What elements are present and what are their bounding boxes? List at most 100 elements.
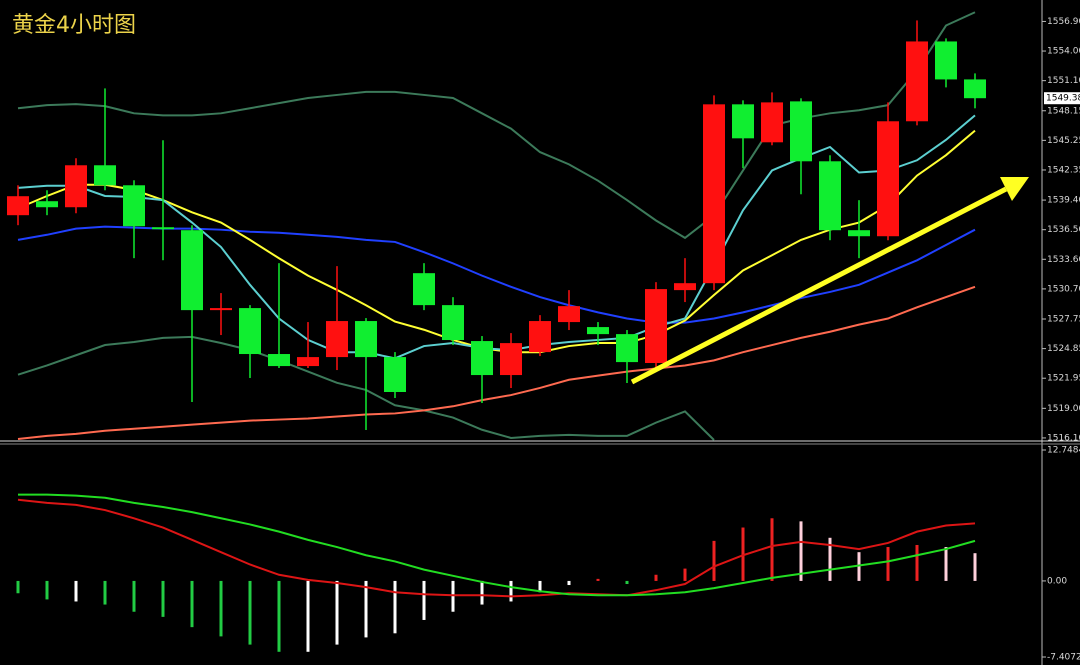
- histogram-bar: [161, 580, 165, 617]
- histogram-bar: [712, 540, 716, 581]
- y-tick-label: 12.7484: [1047, 446, 1080, 456]
- histogram-bar: [190, 580, 194, 628]
- candle-body: [848, 230, 870, 237]
- histogram-bar: [422, 580, 426, 620]
- candle-body: [384, 357, 406, 392]
- y-tick-label: 1519.00: [1047, 404, 1080, 414]
- candle-body: [500, 343, 522, 376]
- y-tick-label: 1521.95: [1047, 374, 1080, 384]
- trend-arrow-shaft: [630, 186, 1008, 385]
- histogram-bar: [973, 553, 977, 581]
- histogram-bar: [393, 580, 397, 634]
- candle-body: [790, 101, 812, 162]
- candle-body: [674, 283, 696, 291]
- histogram-bar: [683, 568, 687, 581]
- last-price-label: 1549.38: [1046, 94, 1080, 104]
- candle-body: [587, 327, 609, 335]
- candle-body: [239, 308, 261, 355]
- candle-body: [645, 289, 667, 364]
- candle-body: [616, 334, 638, 363]
- candle-body: [935, 41, 957, 80]
- histogram-bar: [335, 580, 339, 645]
- plot-layer: 1516.10 1519.00 1521.95 1524.85 1527.75 1530.…: [7, 11, 1080, 663]
- histogram-bar: [45, 580, 49, 600]
- histogram-bar: [219, 580, 223, 637]
- histogram-bar: [480, 580, 484, 605]
- candle-body: [355, 321, 377, 358]
- candle-body: [210, 308, 232, 311]
- histogram-bar: [103, 580, 107, 605]
- indicator-line: [17, 11, 976, 240]
- candle-body: [558, 306, 580, 323]
- candle-body: [36, 201, 58, 208]
- histogram-bar: [625, 580, 629, 585]
- histogram-bar: [16, 580, 20, 594]
- candle-body: [529, 321, 551, 353]
- candle-body: [297, 357, 319, 367]
- y-tick-label: -7.4072: [1047, 653, 1080, 663]
- candle-body: [877, 121, 899, 237]
- candle-body: [703, 104, 725, 284]
- histogram-bar: [915, 544, 919, 581]
- y-tick-label: 1524.85: [1047, 344, 1080, 354]
- histogram-bar: [248, 580, 252, 645]
- indicator-line: [17, 129, 976, 354]
- histogram-bar: [277, 580, 281, 652]
- histogram-bar: [509, 580, 513, 602]
- trend-arrow: [630, 177, 1029, 385]
- candle-body: [268, 354, 290, 367]
- y-tick-label: 1539.40: [1047, 196, 1080, 206]
- y-tick-label: 0.00: [1047, 576, 1067, 586]
- y-tick-label: 1545.25: [1047, 136, 1080, 146]
- histogram-bar: [886, 547, 890, 581]
- histogram-bar: [364, 580, 368, 638]
- candle-body: [94, 165, 116, 186]
- histogram-bar: [654, 574, 658, 581]
- candle-body: [964, 79, 986, 99]
- y-tick-label: 1542.35: [1047, 165, 1080, 175]
- histogram-bar: [74, 580, 78, 602]
- y-tick-label: 1556.90: [1047, 17, 1080, 27]
- histogram-bar: [857, 552, 861, 581]
- histogram-bar: [770, 518, 774, 581]
- y-tick-label: 1551.10: [1047, 76, 1080, 86]
- chart-title: 黄金4小时图: [12, 13, 136, 38]
- indicator-line: [17, 225, 976, 324]
- y-tick-label: 1554.00: [1047, 47, 1080, 57]
- candle-body: [7, 196, 29, 216]
- last-price-box: [1044, 92, 1080, 105]
- histogram-bar: [132, 580, 136, 612]
- candle-body: [732, 104, 754, 139]
- candle-body: [819, 161, 841, 231]
- histogram-bar: [451, 580, 455, 612]
- indicator-line: [17, 498, 976, 598]
- y-tick-label: 1530.70: [1047, 284, 1080, 294]
- histogram-bar: [538, 580, 542, 593]
- y-tick-label: 1516.10: [1047, 433, 1080, 443]
- y-tick-label: 1548.15: [1047, 106, 1080, 116]
- trend-arrow-head: [1000, 177, 1029, 201]
- candle-body: [471, 341, 493, 376]
- candle-body: [442, 305, 464, 341]
- indicator-line: [17, 114, 976, 360]
- candle-body: [181, 230, 203, 311]
- candle-body: [152, 227, 174, 230]
- histogram-bar: [306, 580, 310, 652]
- candle-body: [906, 41, 928, 122]
- histogram-bar: [596, 578, 600, 581]
- candle-body: [65, 165, 87, 208]
- histogram-bar: [944, 547, 948, 581]
- candle-body: [326, 321, 348, 358]
- indicator-line: [18, 493, 976, 597]
- y-tick-label: 1527.75: [1047, 315, 1080, 325]
- y-tick-label: 1533.60: [1047, 255, 1080, 265]
- candle-body: [123, 185, 145, 227]
- indicator-line: [17, 285, 976, 440]
- histogram-bar: [567, 580, 571, 586]
- y-tick-label: 1536.50: [1047, 225, 1080, 235]
- candle-body: [413, 273, 435, 306]
- histogram-bar: [799, 521, 803, 581]
- histogram-bar: [828, 537, 832, 581]
